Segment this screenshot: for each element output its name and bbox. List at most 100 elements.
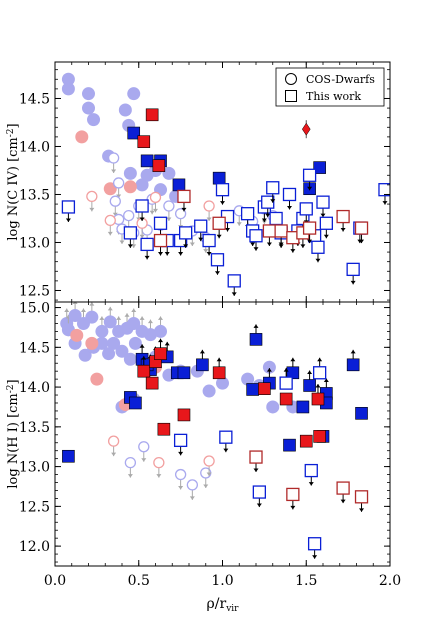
- panel-top-series-7-point-2-arrow-head: [139, 217, 145, 221]
- panel-bottom-series-10-point-4: [307, 537, 322, 551]
- panel-bottom-series-5-point-8-arrow-head: [323, 378, 329, 382]
- panel-bottom-series-8-point-6: [313, 430, 326, 443]
- panel-bottom-series-0-point-2-arrow-head: [72, 302, 78, 305]
- panel-top-series-7-point-4: [153, 216, 168, 230]
- panel-top-series-7-point-13: [227, 274, 241, 288]
- panel-top-series-7-point-31-arrow-head: [350, 280, 356, 285]
- panel-top-series-0-point-10: [135, 178, 149, 192]
- panel-bottom-series-7-point-4-arrow-head: [315, 384, 321, 388]
- panel-bottom-series-1-point-4: [102, 347, 116, 361]
- panel-bottom-series-0-point-6: [103, 315, 117, 329]
- panel-bottom-series-0-point-12-arrow-head: [158, 316, 164, 320]
- panel-bottom-series-5-point-7-arrow-head: [307, 370, 313, 374]
- panel-top-series-0-point-13: [162, 166, 176, 180]
- panel-bottom-series-7-point-3-arrow-head: [216, 357, 222, 362]
- marks-layer: [60, 72, 390, 559]
- panel-bottom-ytick-label-5: 14.5: [19, 340, 50, 356]
- panel-bottom-ytick-label-2: 13.0: [19, 460, 50, 476]
- panel-top-series-7-point-1: [123, 226, 138, 240]
- panel-top-ytick-label-3: 14.0: [19, 139, 50, 155]
- panel-bottom-series-4-point-0-arrow-head: [111, 452, 117, 457]
- panel-bottom-series-11-point-3: [354, 490, 369, 504]
- panel-top-series-7-point-10: [210, 253, 225, 267]
- panel-bottom-series-5-point-4-arrow-head: [253, 324, 259, 328]
- panel-bottom-series-4-point-1: [153, 456, 165, 469]
- panel-bottom-x-axis-label: ρ/rvir: [207, 596, 240, 614]
- panel-bottom-series-8-point-3: [258, 382, 271, 395]
- panel-bottom-series-5-point-7: [303, 379, 316, 392]
- panel-top-series-0-point-9: [123, 166, 137, 180]
- panel-top-series-0-point-1: [61, 82, 75, 96]
- panel-top-series-7-point-8-arrow-head: [198, 237, 204, 242]
- panel-top-series-7-point-7-arrow-head: [183, 244, 189, 248]
- panel-bottom-series-7-point-2-arrow-head: [158, 338, 164, 343]
- panel-bottom-xtick-label-4: 2.0: [379, 573, 401, 589]
- panel-bottom-series-11-point-1-arrow-head: [290, 505, 296, 510]
- panel-top-series-7-point-19-arrow-head: [270, 199, 276, 203]
- panel-top-series-3-point-2-arrow-head: [139, 234, 145, 239]
- panel-top-series-8-point-9: [354, 221, 369, 235]
- panel-bottom-series-3-point-0-arrow-head: [127, 474, 133, 478]
- panel-top-series-8-point-1: [177, 189, 191, 204]
- panel-top-series-2-point-0: [107, 152, 120, 164]
- panel-bottom-series-0-point-8-arrow-head: [124, 313, 130, 317]
- panel-top-series-2-point-12: [174, 208, 187, 220]
- panel-bottom-series-5-point-4: [249, 333, 263, 346]
- panel-bottom-series-10-point-4-arrow-head: [312, 555, 318, 559]
- panel-top-series-2-point-9-arrow-head: [149, 210, 155, 215]
- panel-bottom-series-1-point-5: [107, 336, 121, 350]
- panel-top-series-5-point-1: [137, 135, 151, 148]
- panel-top-series-8-point-9-arrow-head: [359, 239, 365, 244]
- panel-top-series-3-point-1: [104, 214, 116, 227]
- panel-top-series-4-point-4: [212, 171, 226, 185]
- panel-bottom-series-1-point-8: [128, 336, 142, 350]
- panel-bottom-series-0-point-7-arrow-head: [116, 316, 122, 320]
- panel-top-series-8-point-1-arrow-head: [181, 207, 187, 212]
- panel-top-series-7-point-18-arrow-head: [265, 213, 271, 218]
- panel-bottom-series-10-point-3-arrow-head: [308, 482, 314, 486]
- panel-top-series-7-point-0: [61, 200, 76, 214]
- panel-bottom-series-0-point-6-arrow-head: [107, 306, 113, 311]
- legend-label-1: This work: [306, 90, 361, 103]
- panel-top-series-3-point-4: [203, 200, 215, 212]
- panel-bottom-xtick-label-2: 1.0: [211, 573, 233, 589]
- panel-top-series-2-point-0-arrow-head: [111, 169, 117, 173]
- panel-bottom-ytick-label-4: 14.0: [19, 380, 50, 396]
- panel-bottom-series-7-point-4: [311, 392, 325, 406]
- panel-top-series-4-point-3: [172, 178, 186, 192]
- panel-top-series-2-point-17-arrow-head: [261, 220, 267, 224]
- panel-bottom-series-0-point-4-arrow-head: [89, 302, 95, 306]
- panel-bottom-series-5-point-5-arrow-head: [266, 368, 272, 372]
- panel-top-series-7-point-19: [266, 181, 280, 195]
- panel-top-series-8-point-4: [274, 224, 288, 238]
- panel-bottom-series-8-point-2: [177, 408, 191, 422]
- panel-bottom-series-9-point-1-arrow-head: [317, 357, 323, 362]
- panel-top-series-8-point-7-arrow-head: [307, 239, 313, 244]
- axes-layer: 12.5 13.0 13.5 14.0 14.5 log N(C IV) [cm-2] CO…: [6, 61, 401, 614]
- panel-bottom-series-1-point-7: [123, 352, 137, 366]
- panel-bottom-series-8-point-1: [157, 422, 171, 436]
- panel-top-series-0-point-8: [127, 87, 141, 101]
- panel-bottom-series-7-point-3: [212, 366, 226, 380]
- panel-bottom-series-0-point-11-arrow-head: [147, 319, 153, 324]
- panel-top-series-8-point-8-arrow-head: [340, 228, 346, 232]
- panel-bottom-series-5-point-3: [196, 358, 209, 372]
- legend-marker-0: [285, 73, 297, 85]
- legend-label-0: COS-Dwarfs: [306, 73, 375, 86]
- panel-top-series-0-point-4: [87, 113, 101, 127]
- panel-top-series-1-point-0: [75, 130, 89, 144]
- panel-bottom-series-2-point-2: [90, 372, 104, 386]
- panel-bottom-xtick-label-0: 0.0: [44, 573, 66, 589]
- panel-top-series-7-point-13-arrow-head: [231, 292, 237, 296]
- panel-top-series-7-point-7: [178, 226, 193, 240]
- panel-bottom-series-0-point-0-arrow-head: [64, 308, 70, 312]
- panel-bottom-plot-area: [60, 302, 369, 559]
- panel-bottom-series-3-point-2-arrow-head: [178, 486, 184, 490]
- panel-top-series-7-point-9: [202, 233, 216, 248]
- panel-top-ytick-label-2: 13.5: [19, 187, 50, 203]
- panel-bottom-series-0-point-12: [154, 324, 168, 338]
- panel-top-series-7-point-26-arrow-head: [307, 186, 313, 191]
- panel-bottom-series-0-point-11: [143, 328, 157, 342]
